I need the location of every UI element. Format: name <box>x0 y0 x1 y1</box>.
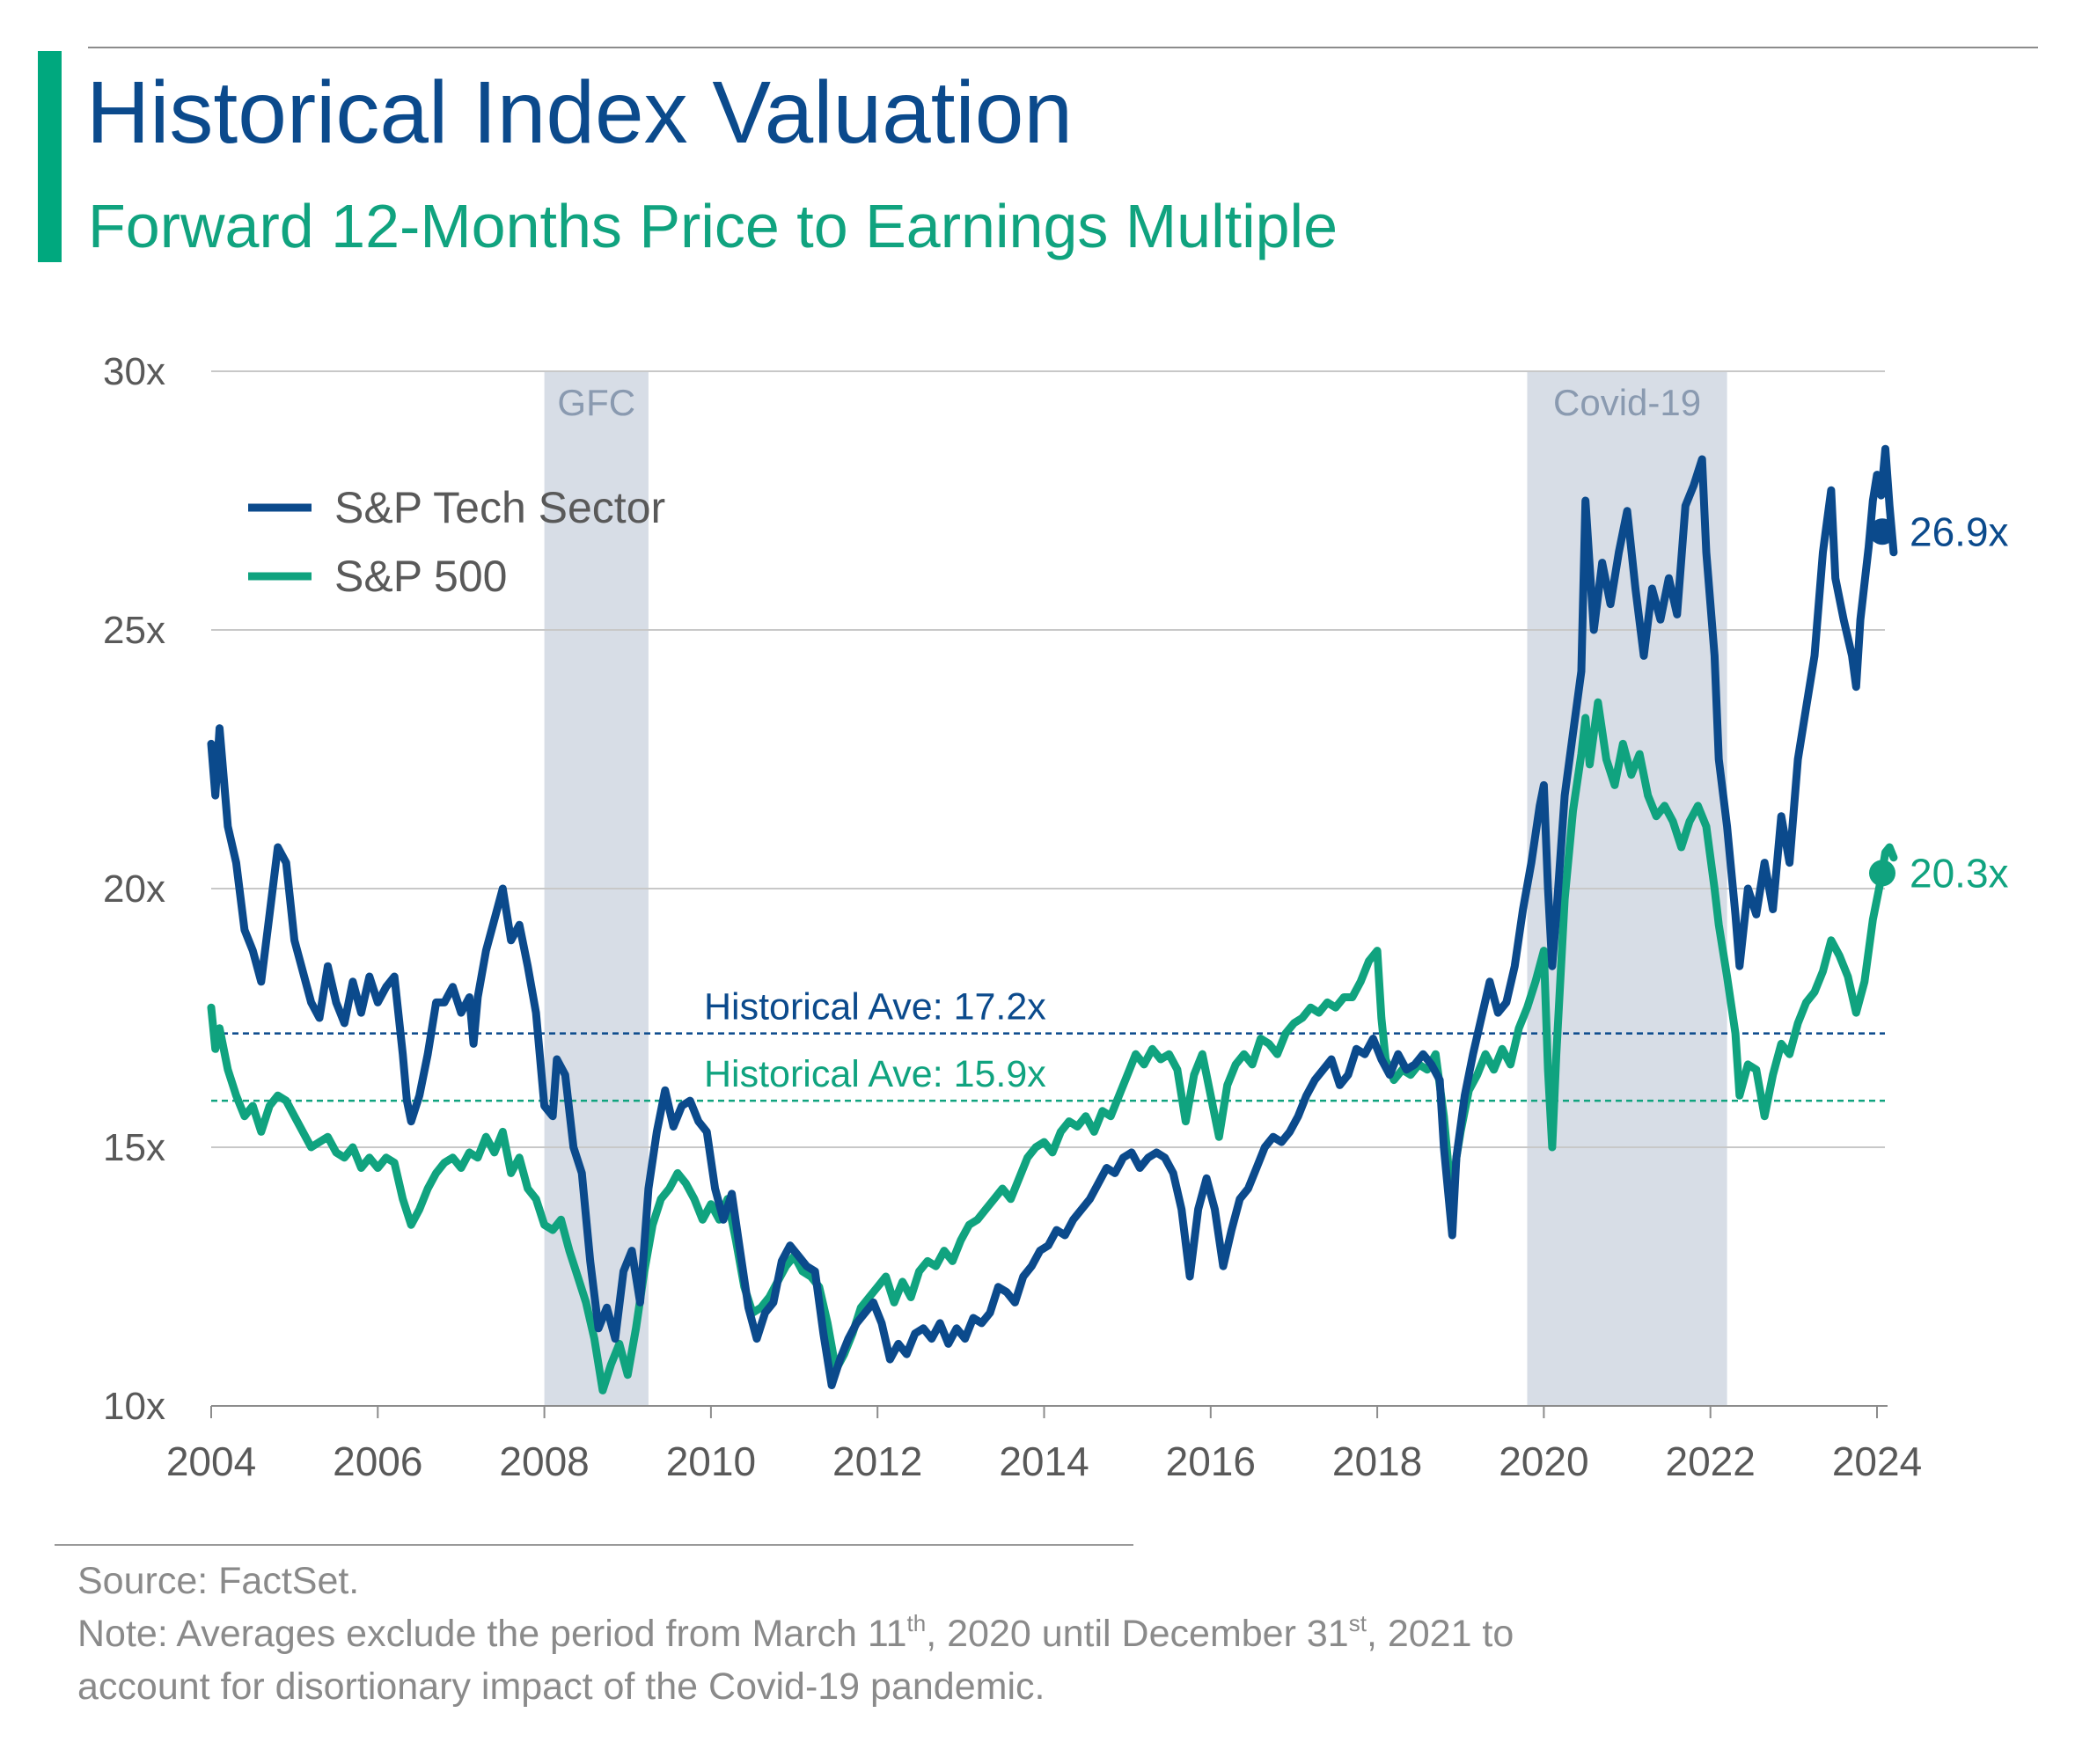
x-tick-label: 2022 <box>1666 1438 1756 1484</box>
x-tick-label: 2014 <box>999 1438 1089 1484</box>
source-note: Source: FactSet. <box>77 1560 360 1602</box>
end-marker-tech <box>1869 518 1895 545</box>
averages-note: Note: Averages exclude the period from M… <box>77 1612 1514 1655</box>
x-tick-label: 2008 <box>499 1438 589 1484</box>
legend-label-sp500: S&P 500 <box>334 552 507 601</box>
end-value-label-sp500: 20.3x <box>1910 850 2009 896</box>
top-rule <box>88 47 2038 48</box>
end-marker-sp500 <box>1869 860 1895 887</box>
y-tick-label: 10x <box>103 1385 165 1428</box>
note-text-3: , 2021 to <box>1366 1613 1514 1655</box>
averages-note-line2: account for disortionary impact of the C… <box>77 1665 1045 1708</box>
series-line-sp500 <box>207 698 1898 1394</box>
end-labels: 26.9x 20.3x <box>1869 509 2009 896</box>
x-tick-label: 2006 <box>333 1438 422 1484</box>
legend-label-tech: S&P Tech Sector <box>334 483 665 532</box>
title-accent-bar <box>38 51 62 262</box>
y-tick-label: 20x <box>103 867 165 911</box>
note-text-2: , 2020 until December 31 <box>926 1613 1349 1655</box>
x-tick-label: 2012 <box>832 1438 922 1484</box>
footnote-rule <box>55 1544 1133 1546</box>
legend: S&P Tech Sector S&P 500 <box>248 483 665 601</box>
note-sup-1: th <box>906 1610 927 1636</box>
note-sup-2: st <box>1348 1610 1367 1636</box>
series-lines <box>207 444 1898 1394</box>
x-tick-label: 2024 <box>1832 1438 1922 1484</box>
page-title: Historical Index Valuation <box>86 63 1073 162</box>
axes: 10x 15x 20x 25x 30x 2004 2006 2008 2010 2012 2014 2… <box>103 350 1922 1484</box>
x-tick-label: 2010 <box>666 1438 756 1484</box>
note-text-1: Note: Averages exclude the period from M… <box>77 1613 907 1655</box>
shaded-period-label: GFC <box>557 382 635 423</box>
average-label-sp500: Historical Ave: 15.9x <box>704 1053 1046 1095</box>
y-tick-label: 30x <box>103 350 165 393</box>
shaded-period-label: Covid-19 <box>1553 382 1701 423</box>
end-value-label-tech: 26.9x <box>1910 509 2009 554</box>
x-tick-label: 2004 <box>166 1438 256 1484</box>
page-subtitle: Forward 12-Months Price to Earnings Mult… <box>88 192 1338 260</box>
reference-lines: Historical Ave: 17.2x Historical Ave: 15.… <box>211 986 1885 1102</box>
y-tick-label: 15x <box>103 1126 165 1169</box>
average-label-tech: Historical Ave: 17.2x <box>704 986 1046 1028</box>
series-line-tech <box>207 444 1898 1389</box>
y-tick-label: 25x <box>103 609 165 652</box>
x-tick-label: 2020 <box>1499 1438 1588 1484</box>
x-tick-label: 2016 <box>1166 1438 1256 1484</box>
x-tick-label: 2018 <box>1332 1438 1422 1484</box>
